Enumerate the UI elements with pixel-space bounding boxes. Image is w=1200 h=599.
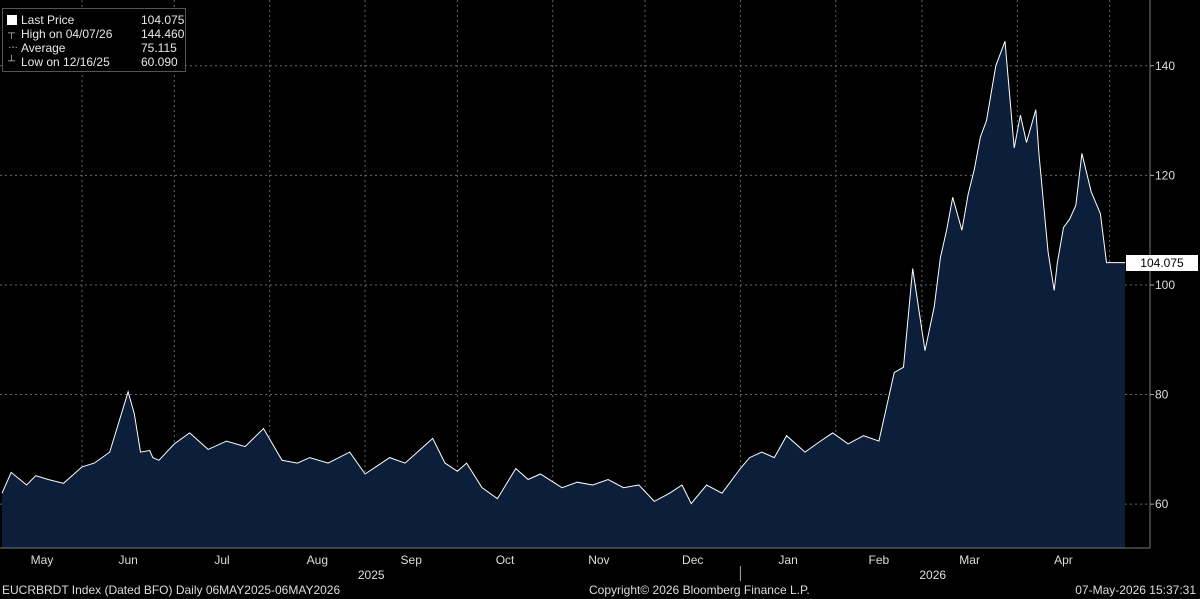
- x-year-label: 2026: [919, 568, 946, 582]
- y-tick-label: 140: [1155, 59, 1175, 73]
- x-month-label: Jun: [118, 553, 137, 567]
- last-price-swatch-icon: [7, 15, 17, 25]
- footer-timestamp: 07-May-2026 15:37:31: [1075, 583, 1196, 597]
- y-tick-label: 60: [1155, 497, 1169, 511]
- legend-average-value: 75.115: [141, 41, 177, 55]
- x-month-label: Dec: [682, 553, 703, 567]
- x-year-label: 2025: [358, 568, 385, 582]
- legend-high-label: High on 04/07/26: [21, 27, 113, 41]
- x-month-label: Aug: [307, 553, 328, 567]
- x-month-label: Jan: [778, 553, 797, 567]
- y-tick-label: 100: [1155, 278, 1175, 292]
- legend-average-label: Average: [21, 41, 66, 55]
- footer-copyright: Copyright© 2026 Bloomberg Finance L.P.: [589, 583, 810, 597]
- x-month-label: Nov: [588, 553, 609, 567]
- legend-last-label: Last Price: [21, 13, 75, 27]
- legend-low-value: 60.090: [141, 55, 178, 69]
- footer-ticker: EUCRBRDT Index (Dated BFO) Daily 06MAY20…: [2, 583, 341, 597]
- x-month-label: May: [31, 553, 54, 567]
- x-month-label: Mar: [959, 553, 980, 567]
- low-marker-icon: ┴: [8, 56, 16, 67]
- x-month-label: Feb: [869, 553, 890, 567]
- x-axis-ticks: May Jun Jul Aug Sep Oct Nov Dec Jan Feb Mar Apr 2025…: [31, 553, 1073, 582]
- legend-high-value: 144.460: [141, 27, 185, 41]
- price-line: [1, 41, 1125, 505]
- last-price-tag: 104.075: [1126, 254, 1198, 271]
- x-month-label: Oct: [496, 553, 515, 567]
- legend-low-label: Low on 12/16/25: [21, 55, 110, 69]
- x-month-label: Jul: [214, 553, 229, 567]
- x-month-label: Apr: [1054, 553, 1073, 567]
- average-marker-icon: ·-·: [8, 42, 18, 53]
- y-tick-label: 120: [1155, 168, 1175, 182]
- y-axis-ticks: 60 80 100 120 140: [1150, 59, 1175, 511]
- legend-box: Last Price 104.075 ┬ High on 04/07/26 14…: [2, 8, 186, 72]
- y-tick-label: 80: [1155, 388, 1169, 402]
- high-marker-icon: ┬: [8, 28, 16, 39]
- legend-last-value: 104.075: [141, 13, 185, 27]
- price-area: [2, 41, 1125, 549]
- x-month-label: Sep: [401, 553, 423, 567]
